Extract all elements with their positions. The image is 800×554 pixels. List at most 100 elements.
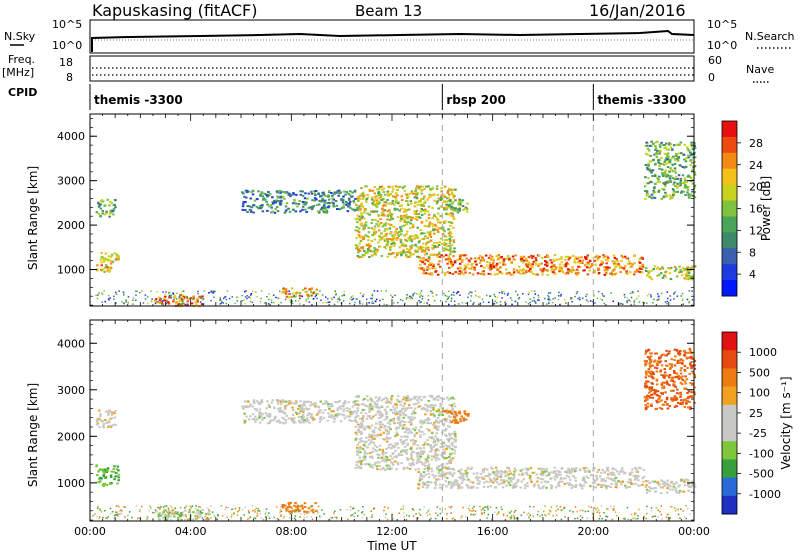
velocity-feature-1 xyxy=(95,409,117,429)
velocity-feature-7 xyxy=(442,409,470,424)
nave-label: Nave xyxy=(746,63,774,76)
figure-title: Kapuskasing (fitACF) xyxy=(92,1,257,20)
power-colorbar-tick: 12 xyxy=(749,224,763,237)
power-colorbar-swatch xyxy=(722,168,737,186)
x-tick-label: 20:00 xyxy=(577,525,609,538)
power-colorbar-swatch xyxy=(722,184,737,202)
power-colorbar-swatch xyxy=(722,152,737,170)
power-colorbar: 4 8 12 16 20 24 28 Power [dB] xyxy=(721,120,773,297)
velocity-feature-0 xyxy=(95,464,121,488)
velocity-colorbar-tick: 500 xyxy=(749,366,770,379)
power-colorbar-tick: 20 xyxy=(749,181,763,194)
power-colorbar-tick: 24 xyxy=(749,159,763,172)
power-feature-4 xyxy=(241,189,357,214)
x-tick-label: 00:00 xyxy=(74,525,106,538)
velocity-y-tick-label: 2000 xyxy=(57,430,85,443)
x-tick-label: 00:00 xyxy=(678,525,710,538)
power-frame xyxy=(89,113,695,307)
nsearch-label: N.Search xyxy=(745,30,795,43)
power-feature-8 xyxy=(644,140,697,200)
power-panel: 1000 2000 3000 4000 xyxy=(57,113,697,308)
power-colorbar-label: Power [dB] xyxy=(759,176,773,241)
velocity-ylabel: Slant Range [km] xyxy=(26,383,40,487)
velocity-colorbar-swatch xyxy=(722,368,737,388)
velocity-feature-4 xyxy=(241,399,357,425)
cpid-strip: CPID themis -3300 rbsp 200 themis -3300 xyxy=(8,84,686,110)
nave-tick-low: 0 xyxy=(708,71,715,84)
x-tick-label: 04:00 xyxy=(175,525,207,538)
velocity-colorbar-tick: 100 xyxy=(749,387,770,400)
velocity-y-tick-label: 4000 xyxy=(57,337,85,350)
velocity-colorbar-swatch xyxy=(722,441,737,460)
power-colorbar-swatch xyxy=(722,232,737,249)
power-colorbar-tick: 4 xyxy=(749,268,756,281)
velocity-feature-8 xyxy=(643,347,697,411)
nsky-label: N.Sky xyxy=(4,30,36,43)
nsky-tick-low: 10^0 xyxy=(52,39,82,52)
nsky-line xyxy=(91,29,695,52)
velocity-colorbar-tick: -500 xyxy=(749,468,774,481)
power-feature-0 xyxy=(95,252,120,273)
power-colorbar-tick: 28 xyxy=(749,137,763,150)
power-colorbar-swatch xyxy=(722,248,737,265)
date-label: 16/Jan/2016 xyxy=(589,1,686,20)
x-tick-labels: 00:00 04:00 08:00 12:00 16:00 20:00 00:00 xyxy=(74,525,710,538)
power-colorbar-swatch xyxy=(722,264,737,281)
nave-tick-high: 60 xyxy=(708,54,722,67)
velocity-colorbar-swatch xyxy=(722,477,737,497)
power-ylabel: Slant Range [km] xyxy=(26,166,40,270)
power-near-range-scatter xyxy=(95,290,694,306)
velocity-colorbar-swatch xyxy=(722,332,737,351)
velocity-colorbar: 1000 500 100 25 -25 -100 -500 -1000 Velocity [m … xyxy=(721,331,793,515)
power-y-tick-label: 4000 xyxy=(57,130,85,143)
velocity-colorbar-swatch xyxy=(722,386,737,406)
velocity-colorbar-tick: 25 xyxy=(749,407,763,420)
power-colorbar-swatch xyxy=(722,121,737,138)
power-colorbar-swatch xyxy=(722,280,737,297)
power-colorbar-tick: 16 xyxy=(749,203,763,216)
velocity-colorbar-swatch xyxy=(722,495,737,515)
freq-tick-low: 8 xyxy=(66,71,73,84)
velocity-panel: 1000 2000 3000 4000 xyxy=(57,319,697,522)
velocity-colorbar-tick: -25 xyxy=(749,427,767,440)
freq-label: Freq. xyxy=(8,53,35,66)
power-feature-6 xyxy=(417,254,645,276)
power-colorbar-swatch xyxy=(722,136,737,154)
velocity-colorbar-tick: -100 xyxy=(749,447,774,460)
x-tick-label: 08:00 xyxy=(275,525,307,538)
nsky-tick-high: 10^5 xyxy=(52,18,82,31)
power-feature-3 xyxy=(281,287,319,299)
cpid-segment-label: themis -3300 xyxy=(597,93,686,107)
power-colorbar-swatch xyxy=(722,200,737,217)
velocity-colorbar-swatch xyxy=(722,459,737,479)
velocity-feature-5 xyxy=(354,394,458,471)
velocity-colorbar-swatch xyxy=(722,423,737,442)
power-colorbar-tick: 8 xyxy=(749,246,756,259)
noise-strip: 10^5 10^0 N.Sky 10^5 10^0 N.Search xyxy=(4,18,795,54)
velocity-y-tick-label: 3000 xyxy=(57,384,85,397)
cpid-label: CPID xyxy=(8,86,37,99)
velocity-colorbar-swatch xyxy=(722,404,737,424)
power-feature-5 xyxy=(354,185,457,259)
power-y-tick-label: 3000 xyxy=(57,175,85,188)
power-y-tick-label: 2000 xyxy=(57,219,85,232)
velocity-colorbar-tick: 1000 xyxy=(749,346,777,359)
x-tick-label: 12:00 xyxy=(376,525,408,538)
power-feature-1 xyxy=(95,198,117,218)
velocity-colorbar-label: Velocity [m s⁻¹] xyxy=(779,376,793,469)
cpid-segment-label: rbsp 200 xyxy=(446,93,505,107)
nsearch-tick-low: 10^0 xyxy=(707,39,737,52)
power-feature-7 xyxy=(443,198,469,214)
velocity-colorbar-tick: -1000 xyxy=(749,488,781,501)
freq-tick-high: 18 xyxy=(59,56,73,69)
freq-unit: [MHz] xyxy=(2,66,34,79)
beam-label: Beam 13 xyxy=(355,2,422,20)
x-axis-label: Time UT xyxy=(366,539,417,553)
velocity-colorbar-swatch xyxy=(722,350,737,369)
velocity-feature-9 xyxy=(644,478,697,495)
cpid-segment-label: themis -3300 xyxy=(94,93,183,107)
power-colorbar-swatch xyxy=(722,216,737,233)
velocity-feature-6 xyxy=(417,466,646,490)
power-feature-9 xyxy=(644,265,697,281)
